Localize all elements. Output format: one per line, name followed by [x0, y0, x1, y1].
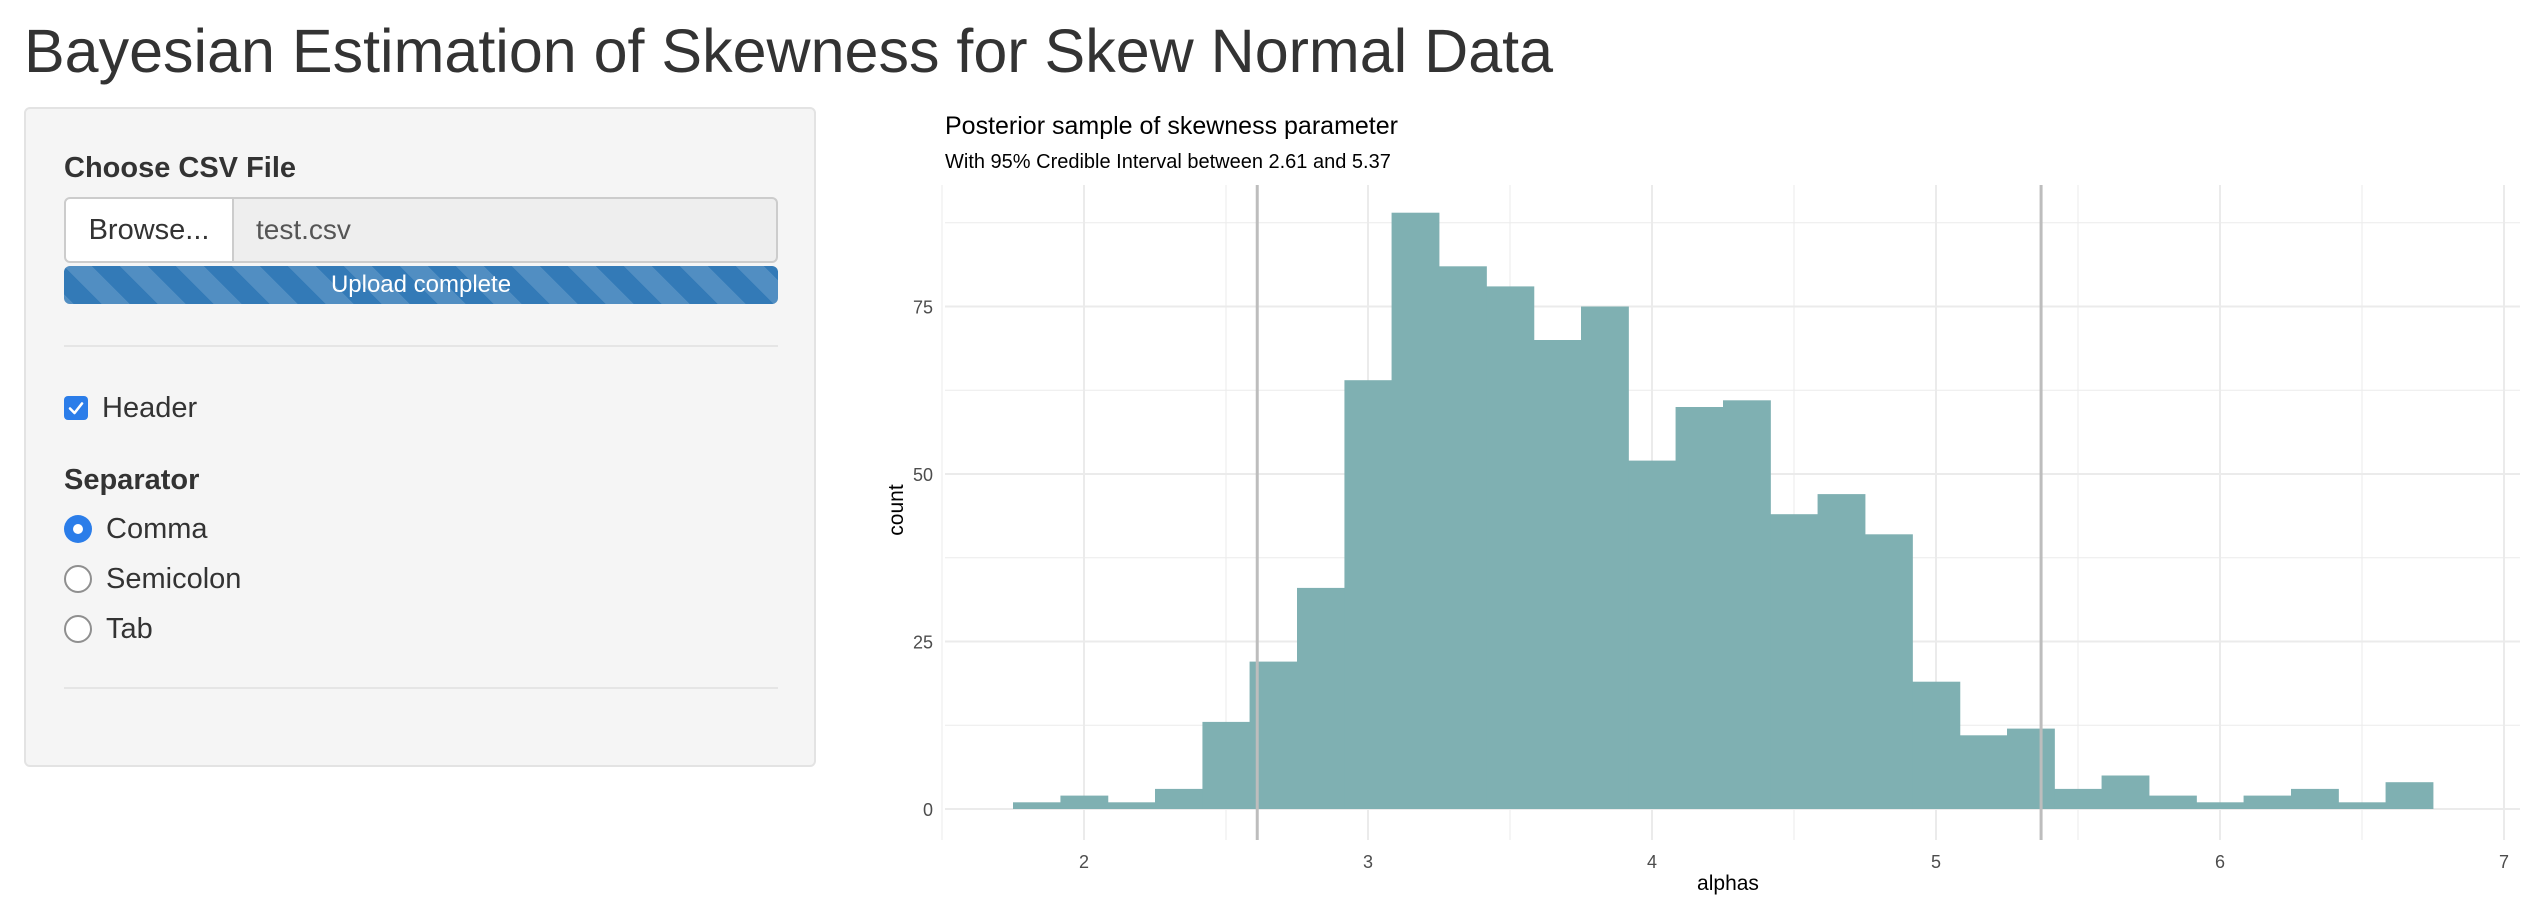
x-tick-label: 4 — [1647, 852, 1657, 872]
histogram-bar — [1770, 514, 1819, 809]
header-checkbox[interactable] — [64, 396, 88, 420]
histogram-bar — [2196, 802, 2245, 809]
x-tick-label: 2 — [1079, 852, 1089, 872]
separator-option-comma[interactable]: Comma — [64, 509, 208, 549]
chart-subtitle: With 95% Credible Interval between 2.61 … — [945, 151, 1391, 173]
histogram-bar — [2243, 795, 2292, 809]
separator-label: Separator — [64, 464, 200, 496]
semicolon-radio[interactable] — [64, 565, 92, 593]
histogram-bar — [2291, 788, 2339, 809]
histogram-bar — [1202, 721, 1251, 809]
histogram-bar — [1912, 681, 1961, 809]
upload-progress-fill — [64, 266, 778, 304]
histogram-bar — [1628, 460, 1677, 809]
histogram-bar — [1060, 795, 1109, 809]
histogram-bar — [1297, 587, 1345, 809]
histogram-bar — [1344, 380, 1393, 809]
file-input-group: Browse... test.csv — [64, 197, 778, 263]
histogram-bar — [1486, 286, 1535, 809]
upload-progress-bar: Upload complete — [64, 266, 778, 304]
y-tick-label: 0 — [923, 800, 933, 820]
histogram-bar — [1723, 400, 1771, 809]
histogram-bar — [2054, 788, 2103, 809]
histogram-bar — [1865, 534, 1913, 809]
chart-title: Posterior sample of skewness parameter — [945, 112, 1398, 140]
y-axis-label: count — [885, 484, 908, 536]
file-name-field[interactable]: test.csv — [232, 197, 778, 263]
divider — [64, 345, 778, 347]
header-checkbox-row[interactable]: Header — [64, 388, 197, 428]
separator-option-tab[interactable]: Tab — [64, 609, 153, 649]
header-checkbox-label: Header — [102, 391, 198, 424]
x-tick-label: 7 — [2499, 852, 2509, 872]
y-tick-label: 50 — [913, 465, 933, 485]
histogram-bar — [2149, 795, 2197, 809]
y-tick-label: 25 — [913, 633, 933, 653]
histogram-bar — [1107, 802, 1156, 809]
histogram-bar — [1959, 735, 2008, 809]
page-title: Bayesian Estimation of Skewness for Skew… — [24, 17, 1554, 85]
y-tick-label: 75 — [913, 298, 933, 318]
histogram-bar — [1391, 212, 1440, 809]
tab-label: Tab — [106, 612, 153, 645]
histogram-bar — [1013, 802, 1061, 809]
histogram-bar — [1533, 340, 1582, 809]
histogram-bars — [1013, 212, 2434, 809]
tab-radio[interactable] — [64, 615, 92, 643]
histogram-bar — [1675, 407, 1724, 809]
upload-progress-text: Upload complete — [330, 271, 512, 298]
comma-radio[interactable] — [64, 515, 92, 543]
x-axis-label: alphas — [1697, 872, 1759, 895]
histogram-bar — [1155, 788, 1203, 809]
histogram-bar — [2338, 802, 2387, 809]
histogram-bar — [2007, 728, 2055, 809]
histogram-bar — [1817, 494, 1866, 809]
comma-label: Comma — [106, 512, 208, 545]
histogram-bar — [1581, 306, 1629, 809]
divider — [64, 687, 778, 689]
x-tick-label: 3 — [1363, 852, 1373, 872]
semicolon-label: Semicolon — [106, 562, 242, 595]
histogram-chart: Posterior sample of skewness parameter W… — [885, 112, 2520, 895]
axis-ticks: 2 3 4 5 6 7 0 25 50 75 — [913, 298, 2509, 873]
separator-option-semicolon[interactable]: Semicolon — [64, 559, 241, 599]
file-input-label: Choose CSV File — [64, 152, 297, 184]
x-tick-label: 5 — [1931, 852, 1941, 872]
histogram-bar — [1439, 266, 1487, 809]
checkmark-icon — [68, 402, 84, 415]
histogram-bar — [2101, 775, 2150, 809]
x-tick-label: 6 — [2215, 852, 2225, 872]
credible-interval-lines — [1255, 185, 2043, 840]
sidebar-panel: Choose CSV File Browse... test.csv Uploa… — [24, 107, 816, 767]
browse-button[interactable]: Browse... — [64, 197, 234, 263]
histogram-bar — [2385, 782, 2434, 809]
